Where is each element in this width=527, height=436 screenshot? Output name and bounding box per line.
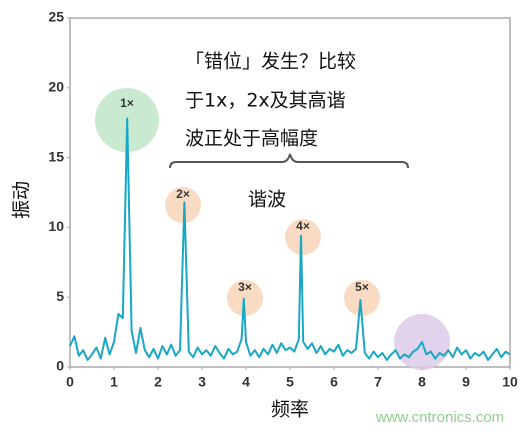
x-tick-label: 5: [286, 374, 294, 390]
highlight-circle: [227, 280, 263, 316]
x-tick-label: 6: [330, 374, 338, 390]
x-tick-label: 10: [502, 374, 518, 390]
x-tick-label: 1: [110, 374, 118, 390]
x-tick-label: 3: [198, 374, 206, 390]
spectrum-line: [69, 117, 511, 361]
y-tick-label: 0: [56, 358, 64, 374]
annotation: 波正处于高幅度: [185, 128, 318, 150]
brace: [169, 153, 409, 169]
highlight-circle: [285, 219, 321, 255]
harmonics-label: 谐波: [248, 189, 286, 211]
y-tick-label: 25: [48, 9, 64, 25]
highlight-circle: [344, 280, 380, 316]
harmonic-marker: 4×: [296, 219, 310, 233]
y-tick-label: 10: [48, 218, 64, 234]
harmonic-marker: 1×: [120, 96, 134, 110]
annotation: 于1x，2x及其高谐: [185, 90, 346, 112]
x-tick-label: 7: [374, 374, 382, 390]
highlight-circle: [165, 187, 201, 223]
harmonic-marker: 2×: [176, 187, 190, 201]
x-axis-title: 频率: [271, 399, 309, 421]
x-tick-label: 2: [154, 374, 162, 390]
x-tick-label: 4: [242, 374, 250, 390]
x-tick-label: 0: [66, 374, 74, 390]
annotation: 「错位」发生？比较: [185, 51, 356, 73]
y-axis-title: 振动: [11, 181, 33, 219]
x-tick-label: 8: [418, 374, 426, 390]
y-tick-label: 20: [48, 79, 64, 95]
harmonic-marker: 3×: [238, 280, 252, 294]
y-tick-label: 15: [48, 148, 64, 164]
harmonic-marker: 5×: [355, 280, 369, 294]
x-tick-label: 9: [462, 374, 470, 390]
watermark: www.cntronics.com: [375, 409, 504, 426]
y-tick-label: 5: [56, 288, 64, 304]
